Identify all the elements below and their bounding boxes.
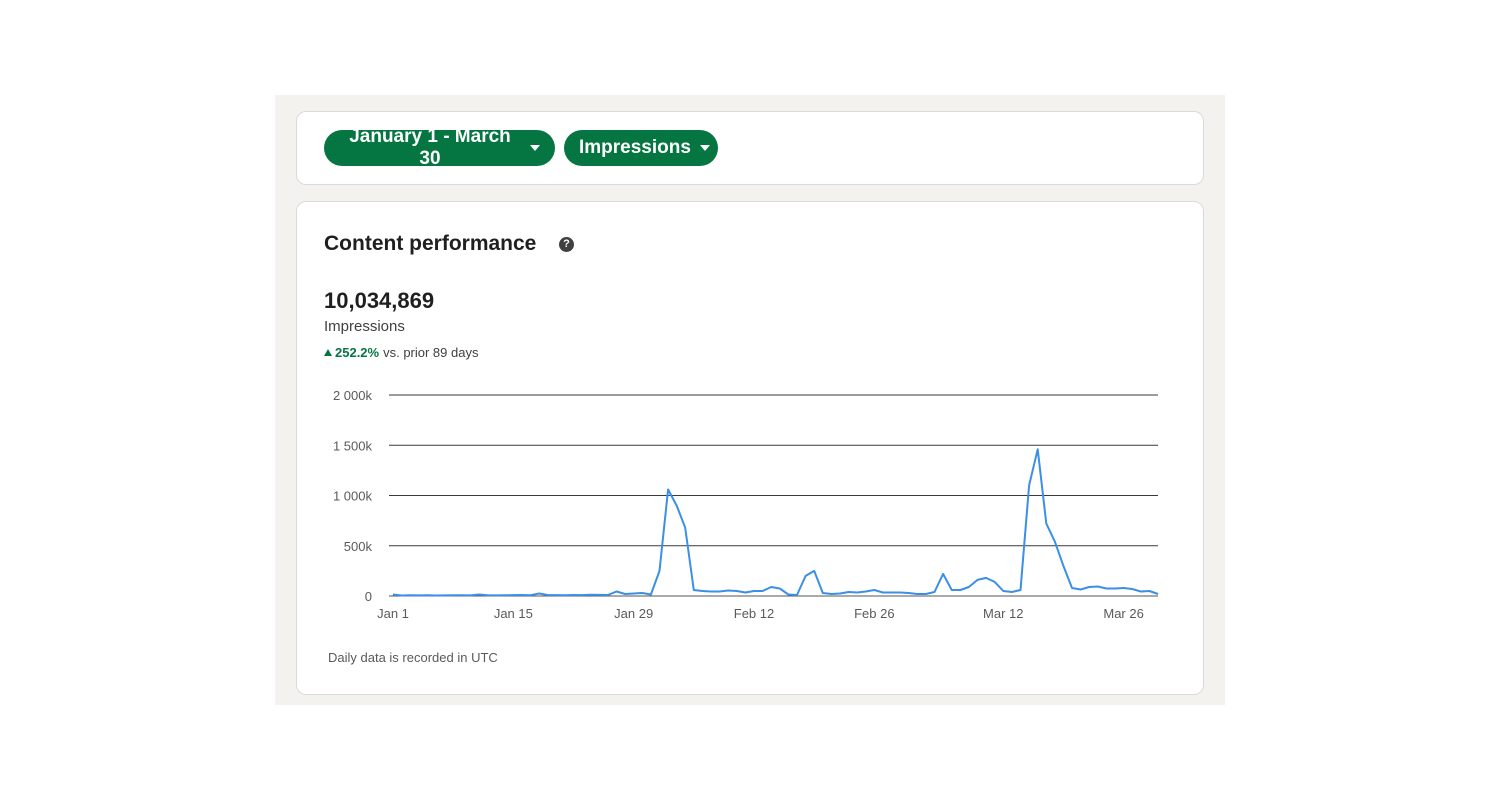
caret-down-icon [530, 145, 540, 151]
date-range-label: January 1 - March 30 [349, 126, 511, 169]
content-performance-card: Content performance ? 10,034,869 Impress… [296, 201, 1204, 695]
x-tick-label: Feb 26 [854, 606, 894, 621]
total-impressions: 10,034,869 [324, 288, 435, 313]
x-tick-label: Mar 12 [983, 606, 1023, 621]
change-percent: 252.2% [335, 345, 380, 360]
y-tick-label: 0 [365, 589, 372, 604]
x-tick-label: Feb 12 [734, 606, 774, 621]
change-indicator: 252.2% vs. prior 89 days [324, 345, 478, 360]
content-panel: January 1 - March 30 Impressions Content… [275, 95, 1225, 705]
triangle-up-icon [324, 349, 332, 356]
impressions-line-chart: 0 500k 1 000k 1 500k 2 000k Jan 1 Jan 15 Jan 2… [333, 388, 1159, 621]
x-tick-label: Mar 26 [1103, 606, 1143, 621]
total-metric-label: Impressions [324, 318, 405, 335]
y-tick-label: 1 000k [333, 489, 373, 504]
metric-label: Impressions [579, 137, 691, 158]
y-tick-label: 1 500k [333, 438, 373, 453]
footnote: Daily data is recorded in UTC [328, 650, 498, 665]
filter-bar: January 1 - March 30 Impressions [296, 111, 1204, 185]
metric-dropdown[interactable]: Impressions [564, 130, 718, 166]
help-circle-icon[interactable]: ? [559, 237, 574, 252]
caret-down-icon [699, 145, 710, 151]
x-tick-label: Jan 29 [614, 606, 653, 621]
impressions-series-line [392, 448, 1159, 597]
date-range-dropdown[interactable]: January 1 - March 30 [324, 126, 555, 169]
x-tick-label: Jan 1 [377, 606, 409, 621]
change-text: vs. prior 89 days [383, 345, 479, 360]
y-tick-label: 500k [344, 539, 373, 554]
card-title: Content performance [324, 232, 537, 255]
x-tick-label: Jan 15 [494, 606, 533, 621]
y-tick-label: 2 000k [333, 388, 373, 403]
